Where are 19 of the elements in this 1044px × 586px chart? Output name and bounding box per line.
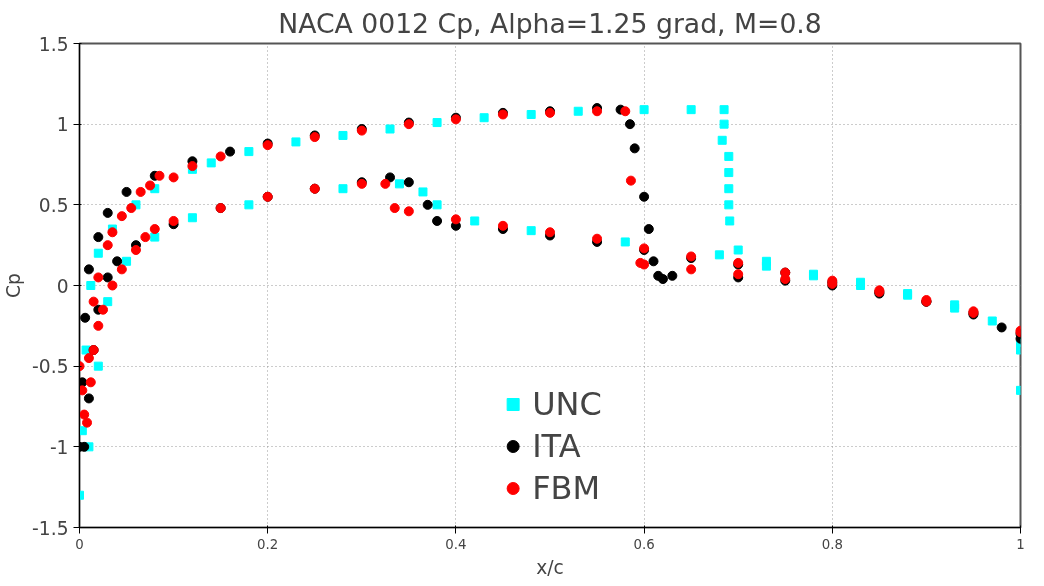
- x-tick-label: 0: [75, 536, 84, 552]
- x-tick-label: 0.4: [445, 536, 467, 552]
- y-tick-label: -1.5: [32, 517, 69, 539]
- y-tick-label: -1: [49, 436, 69, 458]
- x-tick-label: 1: [1016, 536, 1025, 552]
- x-tick-label: 0.2: [257, 536, 279, 552]
- y-axis-title: Cp: [3, 273, 25, 298]
- legend-label: ITA: [532, 427, 581, 465]
- y-tick-label: 0.5: [38, 194, 69, 216]
- y-tick-label: -0.5: [32, 356, 69, 378]
- x-tick-label: 0.6: [633, 536, 655, 552]
- x-axis-title: x/c: [536, 556, 564, 578]
- chart-title: NACA 0012 Cp, Alpha=1.25 grad, M=0.8: [278, 7, 822, 39]
- y-tick-label: 1: [56, 114, 69, 136]
- legend-label: UNC: [532, 385, 602, 423]
- y-tick-label: 1.5: [38, 33, 69, 55]
- legend-label: FBM: [532, 469, 601, 507]
- x-tick-label: 0.8: [821, 536, 843, 552]
- y-tick-label: 0: [56, 275, 69, 297]
